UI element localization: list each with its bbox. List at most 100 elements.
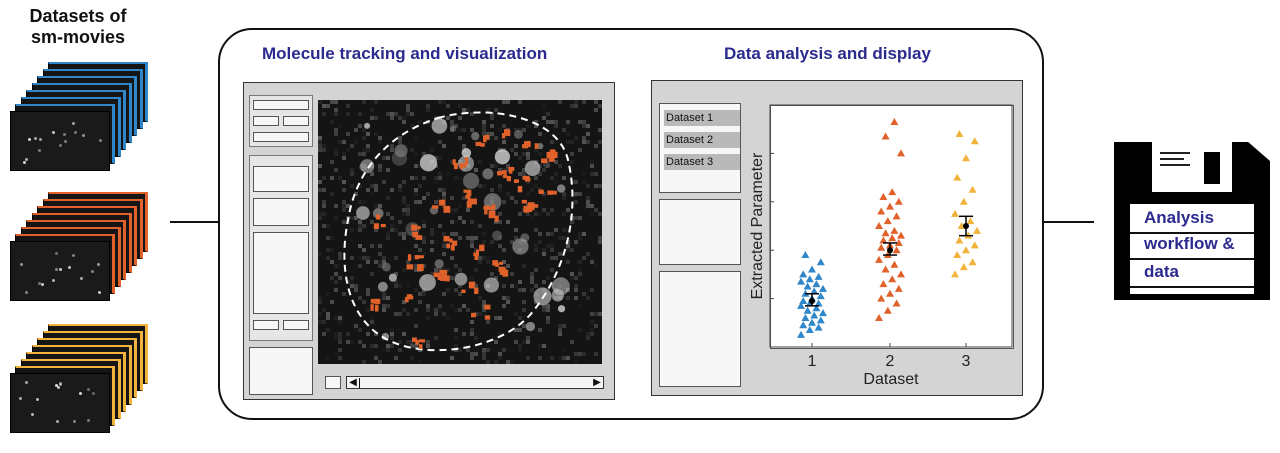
noise-pixel	[578, 148, 582, 152]
panel-box[interactable]	[659, 271, 741, 387]
noise-pixel	[318, 312, 322, 316]
slider-right-arrow-icon[interactable]: ▶	[593, 377, 601, 388]
noise-pixel	[362, 200, 366, 204]
track-segment	[407, 254, 412, 261]
noise-pixel	[430, 240, 434, 244]
noise-pixel	[366, 256, 370, 260]
field-box[interactable]	[253, 116, 279, 126]
noise-pixel	[586, 252, 590, 256]
noise-pixel	[442, 240, 446, 244]
noise-pixel	[406, 104, 410, 108]
noise-pixel	[450, 196, 454, 200]
noise-pixel	[374, 204, 378, 208]
noise-pixel	[450, 276, 454, 280]
noise-pixel	[458, 176, 462, 180]
data-point	[797, 330, 805, 338]
noise-pixel	[410, 148, 414, 152]
track-segment	[408, 296, 414, 300]
microscopy-image[interactable]	[318, 100, 602, 364]
field-box[interactable]	[283, 116, 309, 126]
data-point	[953, 251, 962, 259]
frame-number-box[interactable]	[325, 376, 341, 389]
field-box[interactable]	[253, 100, 309, 110]
field-box[interactable]	[283, 320, 309, 330]
dataset-item[interactable]: Dataset 3	[664, 154, 740, 170]
noise-pixel	[458, 236, 462, 240]
panel-box[interactable]	[659, 199, 741, 265]
noise-pixel	[490, 136, 494, 140]
molecule-spot	[537, 143, 544, 150]
noise-pixel	[590, 172, 594, 176]
noise-pixel	[598, 128, 602, 132]
data-point	[816, 292, 825, 300]
noise-pixel	[566, 356, 570, 360]
noise-pixel	[498, 236, 502, 240]
mean-marker	[963, 223, 969, 229]
noise-pixel	[378, 264, 382, 268]
noise-pixel	[354, 284, 358, 288]
noise-pixel	[582, 232, 586, 236]
noise-pixel	[346, 148, 350, 152]
noise-pixel	[358, 220, 362, 224]
noise-pixel	[490, 116, 494, 120]
panel-box[interactable]	[253, 232, 309, 314]
noise-pixel	[486, 360, 490, 364]
track-segment	[406, 294, 413, 298]
noise-pixel	[586, 140, 590, 144]
panel-box-bottom[interactable]	[249, 347, 313, 395]
noise-pixel	[534, 228, 538, 232]
molecule-spot	[533, 287, 552, 306]
molecule-spot	[58, 382, 62, 386]
dataset-item[interactable]: Dataset 2	[664, 132, 740, 148]
noise-pixel	[390, 148, 394, 152]
noise-pixel	[390, 188, 394, 192]
noise-pixel	[542, 344, 546, 348]
data-point	[875, 255, 883, 263]
molecule-spot	[36, 398, 40, 402]
track-segment	[498, 261, 504, 265]
noise-pixel	[574, 360, 578, 364]
noise-pixel	[534, 124, 538, 128]
frame-slider[interactable]: ◀ ▶	[346, 376, 604, 389]
noise-pixel	[562, 236, 566, 240]
dataset-item[interactable]: Dataset 1	[664, 110, 740, 126]
noise-pixel	[318, 212, 322, 216]
noise-pixel	[398, 340, 402, 344]
noise-pixel	[598, 240, 602, 244]
noise-pixel	[442, 244, 446, 248]
mean-marker	[887, 247, 893, 254]
field-box[interactable]	[253, 132, 309, 142]
data-point	[959, 263, 968, 271]
molecule-spot	[64, 140, 68, 144]
connector-right	[1044, 221, 1094, 223]
noise-pixel	[494, 108, 498, 112]
panel-box[interactable]	[253, 198, 309, 226]
field-box[interactable]	[253, 320, 279, 330]
noise-pixel	[522, 308, 526, 312]
noise-pixel	[358, 124, 362, 128]
track-segment	[415, 255, 420, 259]
noise-pixel	[382, 180, 386, 184]
label-rule	[1130, 258, 1254, 260]
noise-pixel	[322, 332, 326, 336]
noise-pixel	[418, 164, 422, 168]
track-segment	[513, 179, 519, 183]
slider-thumb[interactable]	[359, 378, 360, 388]
data-point	[810, 287, 819, 295]
noise-pixel	[330, 176, 334, 180]
noise-pixel	[542, 104, 546, 108]
molecule-spot	[37, 148, 41, 152]
noise-pixel	[534, 184, 538, 188]
data-point	[801, 313, 810, 321]
track-segment	[484, 315, 491, 320]
noise-pixel	[586, 196, 590, 200]
noise-pixel	[398, 312, 402, 316]
noise-pixel	[402, 200, 406, 204]
slider-left-arrow-icon[interactable]: ◀	[349, 377, 357, 388]
floppy-label: Analysis workflow & data	[1130, 204, 1254, 294]
panel-box[interactable]	[253, 166, 309, 192]
data-point	[966, 217, 975, 225]
noise-pixel	[350, 280, 354, 284]
noise-pixel	[450, 208, 454, 212]
data-point	[892, 212, 901, 220]
